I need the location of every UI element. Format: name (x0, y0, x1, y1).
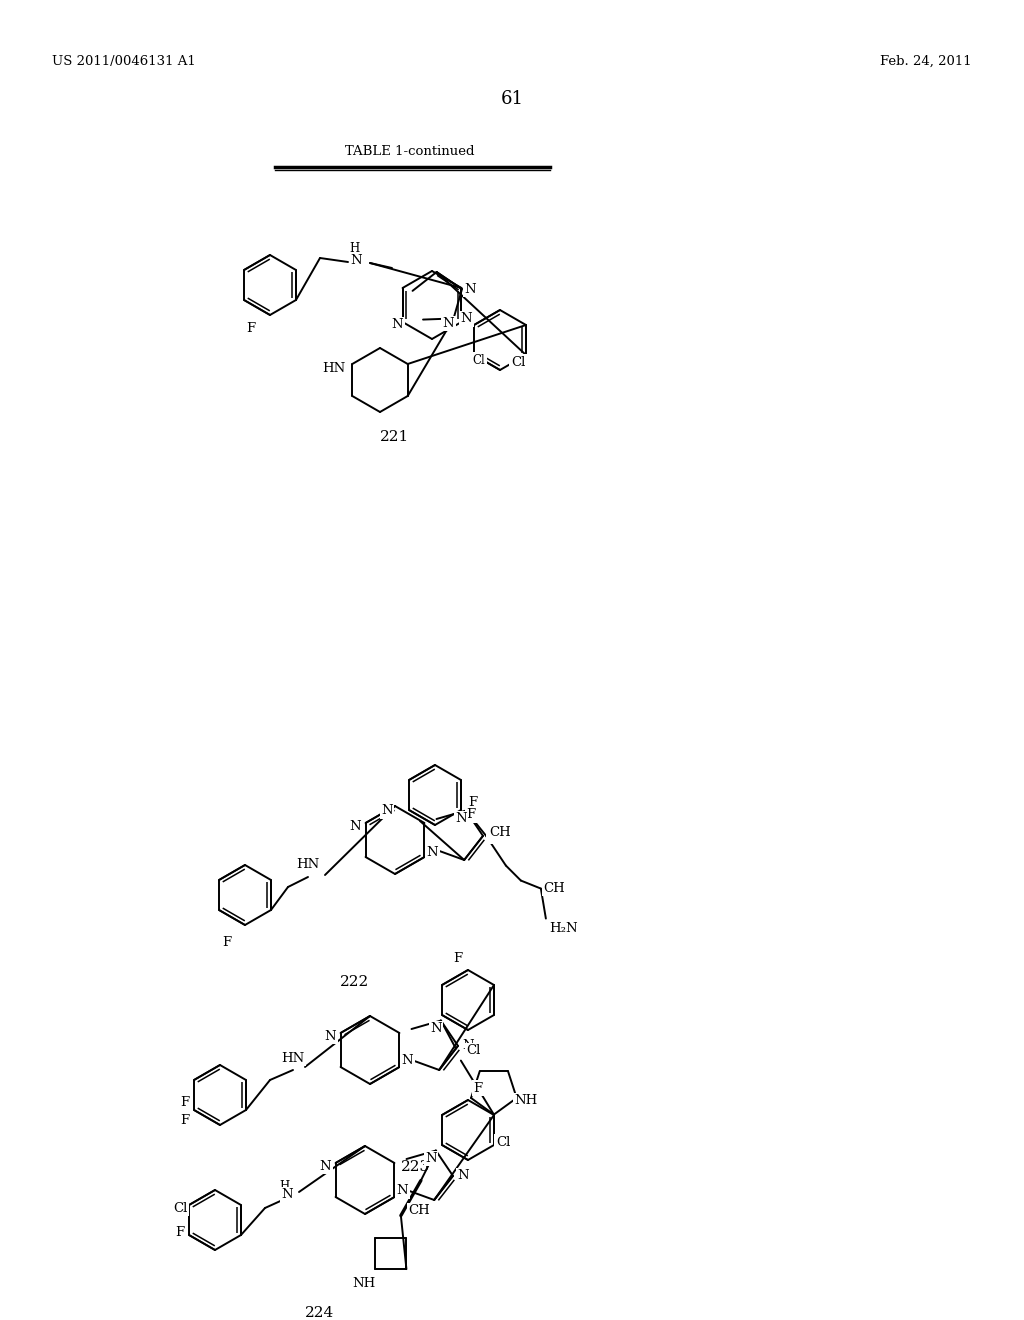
Text: N: N (350, 820, 361, 833)
Text: N: N (319, 1159, 332, 1172)
Text: F: F (454, 952, 463, 965)
Text: N: N (487, 829, 499, 842)
Text: HN: HN (296, 858, 319, 871)
Text: NH: NH (514, 1094, 538, 1107)
Text: N: N (282, 1188, 293, 1201)
Text: N: N (430, 1022, 441, 1035)
Text: CH: CH (408, 1204, 430, 1217)
Text: N: N (457, 1170, 469, 1183)
Text: N: N (325, 1030, 336, 1043)
Text: 61: 61 (501, 90, 523, 108)
Text: TABLE 1-continued: TABLE 1-continued (345, 145, 475, 158)
Text: US 2011/0046131 A1: US 2011/0046131 A1 (52, 55, 196, 69)
Text: Cl: Cl (511, 355, 525, 368)
Text: F: F (468, 796, 477, 809)
Text: H₂N: H₂N (550, 923, 579, 935)
Text: HN: HN (282, 1052, 304, 1064)
Text: CH: CH (543, 882, 565, 895)
Text: Cl: Cl (467, 1044, 481, 1057)
Text: N: N (464, 282, 476, 296)
Text: HN: HN (323, 363, 346, 375)
Text: 223: 223 (400, 1160, 429, 1173)
Text: 221: 221 (380, 430, 410, 444)
Text: Cl: Cl (473, 354, 485, 367)
Text: N: N (427, 846, 438, 858)
Text: 224: 224 (305, 1305, 335, 1320)
Text: H: H (279, 1180, 289, 1192)
Text: F: F (180, 1097, 189, 1110)
Text: F: F (222, 936, 231, 949)
Text: N: N (381, 804, 393, 817)
Text: CH: CH (489, 826, 511, 840)
Text: Feb. 24, 2011: Feb. 24, 2011 (881, 55, 972, 69)
Text: N: N (392, 318, 403, 331)
Text: Cl: Cl (496, 1135, 510, 1148)
Text: NH: NH (352, 1276, 376, 1290)
Text: N: N (396, 1184, 409, 1197)
Text: F: F (466, 808, 475, 821)
Text: Cl: Cl (173, 1201, 187, 1214)
Text: N: N (401, 1055, 414, 1068)
Text: N: N (350, 253, 361, 267)
Text: N: N (462, 1039, 474, 1052)
Text: N: N (442, 317, 455, 330)
Text: N: N (461, 313, 472, 326)
Text: N: N (425, 1152, 436, 1166)
Text: F: F (180, 1114, 189, 1126)
Text: F: F (175, 1225, 184, 1238)
Text: F: F (246, 322, 255, 335)
Text: N: N (455, 812, 467, 825)
Text: H: H (349, 242, 359, 255)
Text: 222: 222 (340, 975, 370, 989)
Text: F: F (473, 1081, 482, 1094)
